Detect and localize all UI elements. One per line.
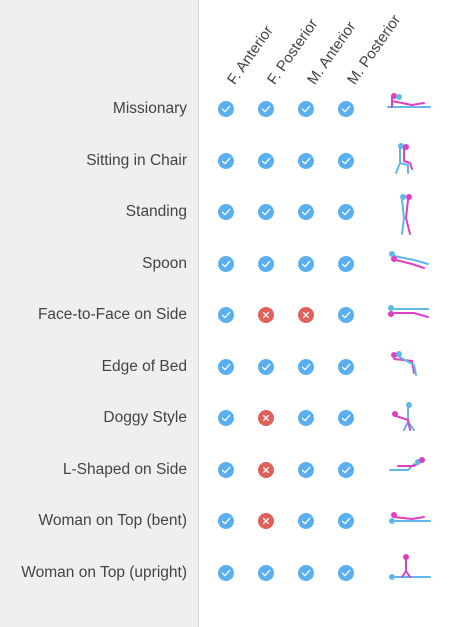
check-mark-icon (338, 513, 354, 529)
l-shaped-on-side-figure-icon (384, 448, 434, 499)
woman-on-top-upright-figure-icon (384, 551, 434, 602)
row-label: Sitting in Chair (86, 151, 187, 169)
cross-mark-icon (258, 461, 274, 478)
check-mark-icon (218, 307, 234, 323)
row-label: Spoon (142, 254, 187, 272)
check-mark-icon (298, 152, 314, 169)
check-mark-icon (218, 101, 234, 117)
check-mark-icon (338, 564, 354, 581)
row-label: Woman on Top (bent) (38, 512, 187, 529)
check-mark-icon (218, 204, 234, 220)
doggy-style-figure-icon (384, 396, 434, 447)
check-mark-icon (258, 255, 274, 272)
missionary-figure-icon (384, 87, 434, 138)
check-mark-icon (338, 410, 354, 426)
row-label: Face-to-Face on Side (37, 306, 187, 323)
check-mark-icon (298, 410, 314, 426)
cross-mark-icon (258, 410, 274, 426)
check-mark-icon (298, 204, 314, 220)
row-label: L-Shaped on Side (62, 460, 187, 478)
check-mark-icon (338, 307, 354, 323)
edge-of-bed-figure-icon (384, 345, 434, 396)
check-mark-icon (218, 513, 234, 529)
check-mark-icon (218, 461, 234, 478)
check-mark-icon (298, 513, 314, 529)
cross-mark-icon (258, 307, 274, 323)
check-mark-icon (258, 564, 274, 581)
check-mark-icon (298, 461, 314, 478)
row-label: Standing (125, 203, 187, 220)
standing-figure-icon (384, 190, 434, 241)
cross-mark-icon (298, 307, 314, 323)
check-mark-icon (218, 152, 234, 169)
face-to-face-on-side-figure-icon (384, 293, 434, 344)
spoon-figure-icon (384, 242, 434, 293)
check-mark-icon (338, 358, 354, 375)
panel-divider (198, 0, 199, 627)
check-mark-icon (258, 204, 274, 220)
row-label: Edge of Bed (101, 357, 187, 375)
cross-mark-icon (258, 513, 274, 529)
check-mark-icon (298, 358, 314, 375)
sitting-in-chair-figure-icon (384, 139, 434, 190)
check-mark-icon (338, 461, 354, 478)
check-mark-icon (338, 255, 354, 272)
row-label: Woman on Top (upright) (21, 563, 187, 581)
check-mark-icon (298, 255, 314, 272)
check-mark-icon (298, 564, 314, 581)
check-mark-icon (218, 255, 234, 272)
check-mark-icon (338, 204, 354, 220)
check-mark-icon (258, 152, 274, 169)
row-label: Doggy Style (103, 409, 187, 426)
check-mark-icon (298, 101, 314, 117)
woman-on-top-bent-figure-icon (384, 499, 434, 550)
check-mark-icon (218, 410, 234, 426)
check-mark-icon (338, 152, 354, 169)
check-mark-icon (218, 564, 234, 581)
row-label: Missionary (112, 100, 187, 117)
row-labels-panel (0, 0, 198, 627)
check-mark-icon (338, 101, 354, 117)
check-mark-icon (258, 101, 274, 117)
check-mark-icon (218, 358, 234, 375)
check-mark-icon (258, 358, 274, 375)
